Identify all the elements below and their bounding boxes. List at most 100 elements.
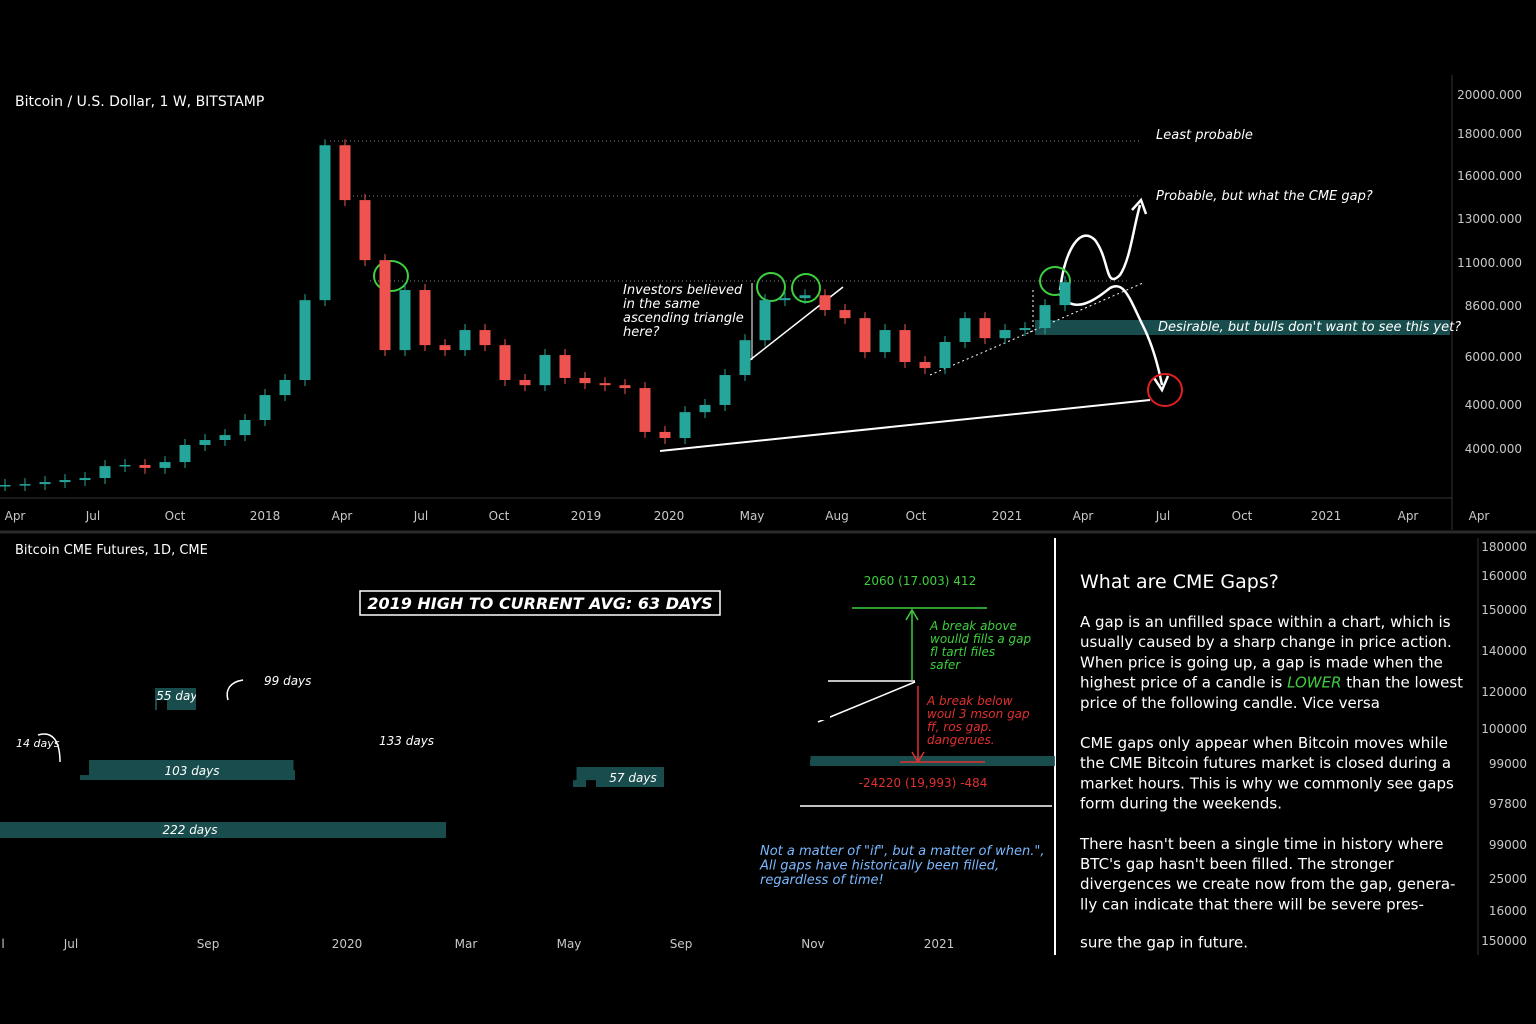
sidebar-line: divergences we create now from the gap, … <box>1080 875 1455 893</box>
candle <box>176 714 187 740</box>
candle <box>239 420 251 436</box>
candle <box>508 739 518 770</box>
price-label: 100000 <box>1481 722 1527 736</box>
candle <box>739 340 751 376</box>
candle <box>488 769 499 781</box>
candle <box>679 412 691 439</box>
candle <box>179 444 191 463</box>
candle <box>319 145 331 301</box>
time-label: Aug <box>825 509 848 523</box>
candle <box>644 814 655 820</box>
price-label: 16000.000 <box>1457 169 1522 183</box>
candle <box>839 310 851 319</box>
annotation-line: ascending triangle <box>623 311 744 326</box>
gap-label: 57 days <box>609 771 656 785</box>
candle <box>1059 282 1071 306</box>
candle <box>1039 305 1051 329</box>
time-label: Nov <box>801 937 824 951</box>
arrow-head <box>1131 197 1148 215</box>
time-label: Apr <box>1398 509 1419 523</box>
candle <box>359 200 371 261</box>
candle <box>605 849 616 861</box>
candle <box>59 480 71 483</box>
annotation-line: here? <box>623 325 660 340</box>
candle <box>199 440 211 445</box>
text-run: than the lowest <box>1342 674 1464 692</box>
candle <box>919 362 931 369</box>
time-label: 2021 <box>924 937 955 951</box>
candle <box>254 709 265 731</box>
candle <box>759 300 771 341</box>
time-label: Mar <box>455 937 478 951</box>
annotation: Probable, but what the CME gap? <box>1156 189 1373 204</box>
time-label: Oct <box>906 509 927 523</box>
chart-title: Bitcoin / U.S. Dollar, 1 W, BITSTAMP <box>15 94 264 110</box>
time-label: Apr <box>5 509 26 523</box>
time-label: 2021 <box>992 509 1023 523</box>
price-label: 6000.000 <box>1465 350 1522 364</box>
candle <box>159 462 171 468</box>
candle <box>379 260 391 351</box>
candle <box>259 395 271 421</box>
time-label: 2021 <box>1311 509 1342 523</box>
price-label: 160000 <box>1481 569 1527 583</box>
text-run: highest price of a candle is <box>1080 674 1287 692</box>
candle <box>499 345 511 380</box>
sidebar-line: form during the weekends. <box>1080 795 1282 813</box>
time-label: Jul <box>413 509 428 523</box>
time-label: 2020 <box>332 937 363 951</box>
candle <box>820 700 830 721</box>
trend-line <box>659 399 1151 452</box>
annotation-line: fl tartl files <box>930 645 995 659</box>
price-label: 18000.000 <box>1457 127 1522 141</box>
path-arrow <box>1058 204 1142 291</box>
arrow-head <box>1152 375 1170 393</box>
pointer-arrow <box>226 679 244 701</box>
highlight-circle <box>791 273 821 303</box>
time-label: 2018 <box>250 509 281 523</box>
trend-line <box>817 681 916 723</box>
candle <box>999 330 1011 339</box>
time-label: Jul <box>1155 509 1170 523</box>
candle <box>430 805 440 811</box>
price-label: 13000.000 <box>1457 212 1522 226</box>
candle <box>800 720 811 760</box>
gap-zone <box>0 822 446 838</box>
candle <box>235 709 245 731</box>
time-label: May <box>740 509 765 523</box>
candle <box>703 750 713 756</box>
time-label: Jul <box>63 937 78 951</box>
sidebar-heading: What are CME Gaps? <box>1080 571 1279 593</box>
gap-zone <box>80 760 295 780</box>
candle <box>293 720 304 770</box>
candle <box>761 759 772 765</box>
highlight-circle <box>756 272 786 302</box>
candle <box>979 318 991 339</box>
time-label: Oct <box>1232 509 1253 523</box>
target-label: -24220 (19,993) -484 <box>859 776 988 790</box>
sidebar-line: market hours. This is why we commonly se… <box>1080 774 1454 792</box>
candle <box>819 295 831 311</box>
time-label: Jul <box>85 509 100 523</box>
candle <box>479 330 491 346</box>
candle <box>719 375 731 405</box>
candle <box>79 478 91 481</box>
candle <box>459 330 471 351</box>
candle <box>332 775 343 781</box>
annotation-line: regardless of time! <box>760 873 884 888</box>
candle <box>118 650 128 701</box>
candle <box>959 318 971 342</box>
time-label: Sep <box>670 937 693 951</box>
arrow-head <box>905 608 919 621</box>
candle <box>659 431 671 439</box>
annotation-line: All gaps have historically been filled, <box>759 859 999 874</box>
annotation-line: in the same <box>623 297 700 312</box>
price-label: 11000.000 <box>1457 256 1522 270</box>
gap-zone <box>573 767 673 787</box>
annotation-line: safer <box>930 658 961 672</box>
price-label: 99000 <box>1489 838 1527 852</box>
banner: 2019 HIGH TO CURRENT AVG: 63 DAYS <box>367 594 712 613</box>
gap-label: 133 days <box>379 734 434 748</box>
candle <box>313 769 323 781</box>
